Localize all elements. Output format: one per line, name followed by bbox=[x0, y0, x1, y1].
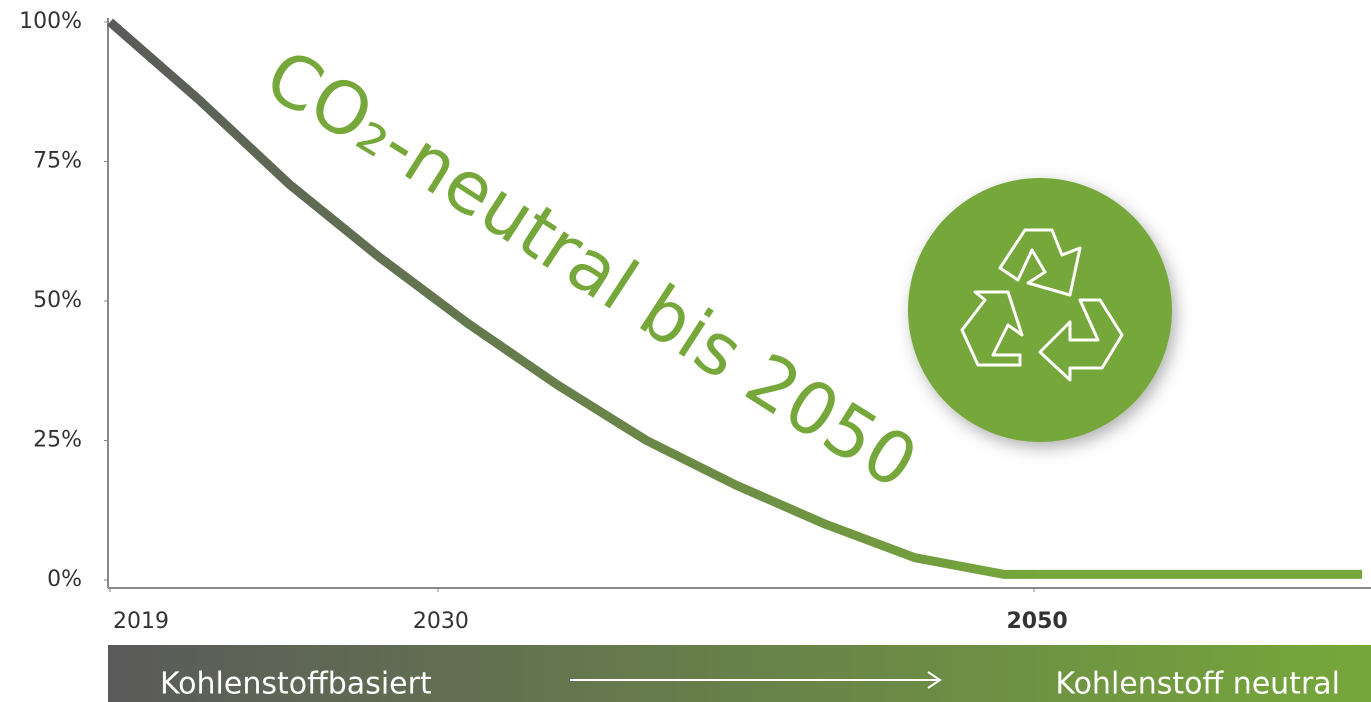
bar-right-label: Kohlenstoff neutral bbox=[1055, 667, 1340, 702]
icon-arrows bbox=[960, 228, 1124, 382]
icon-circle bbox=[908, 178, 1172, 442]
y-tick-label: 25% bbox=[33, 428, 82, 453]
bar-left-label: Kohlenstoffbasiert bbox=[160, 667, 432, 702]
annotation: CO₂-neutral bis 2050 bbox=[253, 33, 932, 505]
y-tick-label: 100% bbox=[19, 9, 82, 34]
y-tick-label: 75% bbox=[33, 149, 82, 174]
annotation-text: CO₂-neutral bis 2050 bbox=[253, 33, 932, 505]
x-tick-label: 2019 bbox=[113, 609, 169, 634]
x-tick-label: 2030 bbox=[413, 609, 469, 634]
y-tick-label: 50% bbox=[33, 288, 82, 313]
x-tick-label: 2050 bbox=[1006, 609, 1067, 634]
bar-arrow-head bbox=[927, 671, 942, 689]
line bbox=[107, 18, 1362, 579]
recycle-icon bbox=[908, 178, 1172, 442]
y-tick-label: 0% bbox=[47, 567, 82, 592]
bottom-bar bbox=[108, 645, 1371, 702]
